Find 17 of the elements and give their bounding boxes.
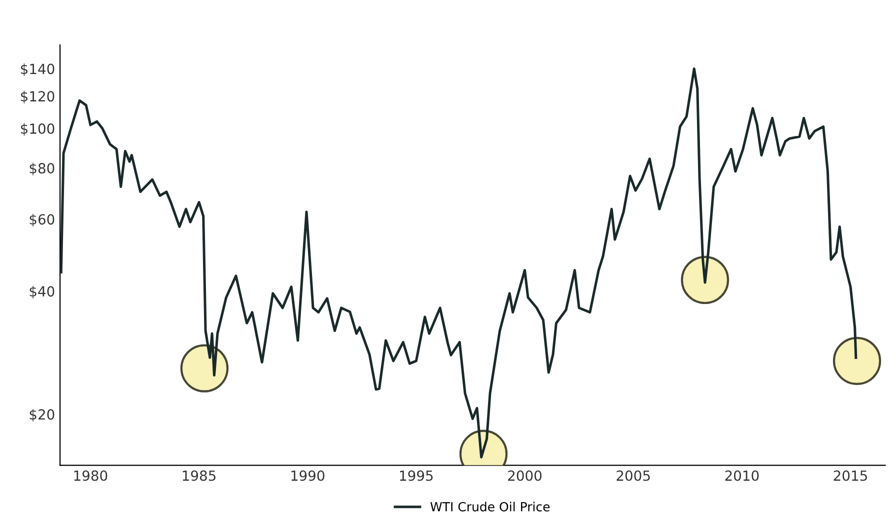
- line-series: [60, 67, 858, 458]
- y-tick-label: $20: [30, 408, 54, 422]
- y-tick-label: $100: [20, 123, 54, 136]
- y-tick-label: $60: [30, 214, 54, 226]
- x-tick-label: 1985: [182, 470, 216, 481]
- legend-label: WTI Crude Oil Price: [430, 502, 550, 512]
- y-tick-label: $80: [30, 162, 54, 176]
- y-tick-label: $140: [20, 63, 54, 76]
- x-tick-label: 1995: [400, 470, 433, 481]
- x-tick-label: 2000: [508, 470, 542, 481]
- x-tick-label: 2010: [725, 470, 759, 481]
- x-tick-label: 1990: [291, 470, 324, 481]
- y-tick-label: $40: [30, 286, 54, 298]
- x-tick-label: 1980: [74, 470, 108, 481]
- y-tick-label: $120: [20, 90, 54, 104]
- x-tick-label: 2015: [834, 470, 867, 481]
- x-tick-label: 2005: [616, 470, 650, 481]
